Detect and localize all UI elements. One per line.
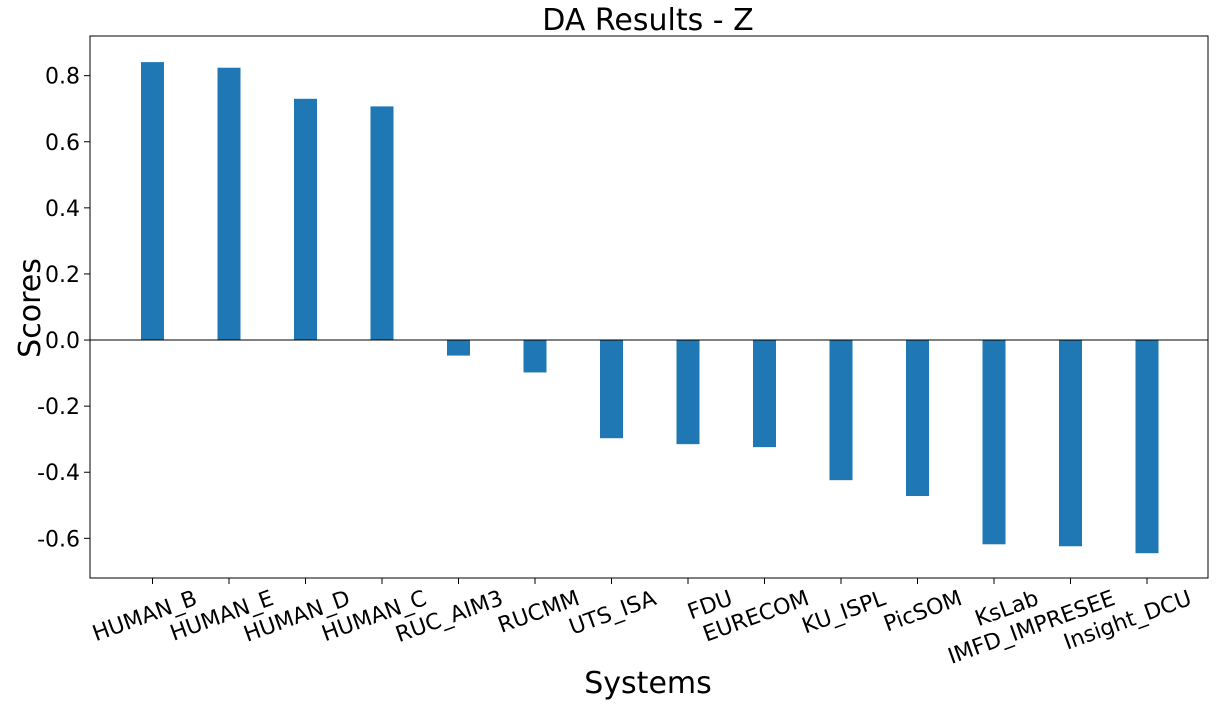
bar-ruc-aim3 [447, 340, 470, 356]
y-axis-label: Scores [13, 258, 48, 358]
x-tick-label: KU_ISPL [799, 586, 890, 639]
y-tick-label: -0.6 [37, 527, 80, 552]
x-tick-label: UTS_ISA [566, 586, 660, 640]
bar-rucmm [523, 340, 547, 373]
y-tick-label: 0.6 [45, 131, 80, 156]
y-tick-label: 0.2 [45, 263, 80, 288]
bar-imfd-impresee [1059, 340, 1082, 547]
y-tick-label: 0.4 [45, 197, 80, 222]
x-axis-label: Systems [584, 666, 712, 701]
y-tick-label: -0.2 [37, 395, 80, 420]
bar-ku-ispl [829, 340, 853, 481]
bars-group [141, 62, 1159, 554]
chart-title: DA Results - Z [542, 3, 753, 38]
x-tick-label: PicSOM [881, 586, 966, 637]
bar-uts-isa [600, 340, 623, 439]
y-tick-label: 0.8 [45, 65, 80, 90]
bar-insight-dcu [1135, 340, 1159, 554]
bar-human-e [217, 67, 241, 341]
y-tick-label: 0.0 [45, 329, 80, 354]
bar-picsom [906, 340, 929, 497]
x-ticks-group: HUMAN_BHUMAN_EHUMAN_DHUMAN_CRUC_AIM3RUCM… [89, 578, 1195, 670]
bar-human-c [370, 106, 394, 341]
bar-human-b [141, 62, 164, 341]
bar-fdu [676, 340, 700, 445]
y-ticks-group: -0.6 -0.4 -0.2 0.0 0.2 0.4 0.6 0.8 [37, 65, 90, 552]
y-tick-label: -0.4 [37, 461, 80, 486]
x-tick-label: RUCMM [495, 586, 583, 638]
bar-eurecom [753, 340, 776, 448]
bar-human-d [294, 98, 317, 341]
bar-kslab [982, 340, 1006, 545]
plot-frame [89, 35, 1209, 579]
